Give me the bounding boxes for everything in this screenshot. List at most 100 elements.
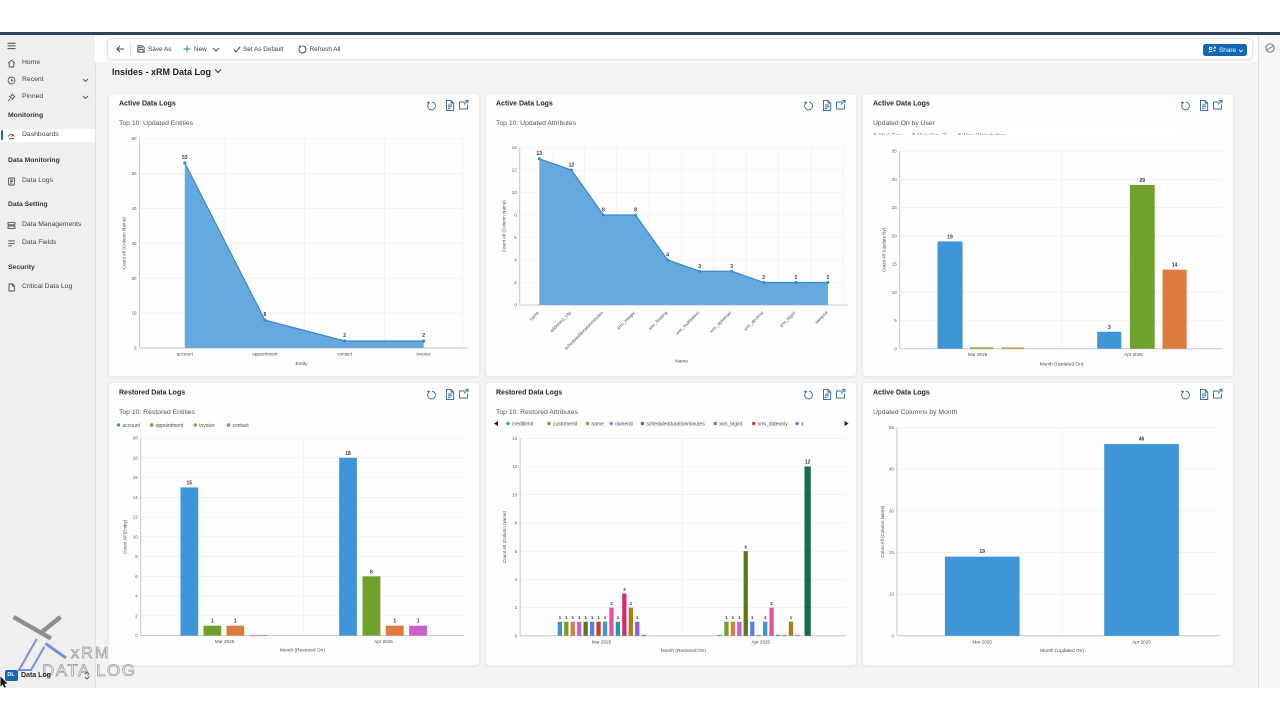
svg-text:Apr 2025: Apr 2025 (374, 639, 393, 644)
svg-text:1: 1 (577, 615, 580, 620)
svg-text:x: x (801, 422, 804, 428)
svg-text:1: 1 (603, 615, 606, 620)
svg-text:address1_city: address1_city (548, 309, 572, 333)
svg-text:appointment: appointment (252, 351, 278, 356)
svg-text:2: 2 (514, 605, 517, 610)
svg-text:8: 8 (514, 212, 517, 217)
svg-text:1: 1 (636, 615, 639, 620)
svg-text:10: 10 (512, 492, 517, 497)
svg-text:Top 10: Restored Entities: Top 10: Restored Entities (119, 409, 196, 416)
svg-text:3: 3 (623, 587, 626, 592)
svg-text:1: 1 (763, 615, 766, 620)
svg-text:14: 14 (511, 145, 516, 150)
svg-text:Apr 2025: Apr 2025 (1132, 639, 1151, 644)
svg-text:12: 12 (568, 162, 574, 168)
svg-text:Entity: Entity (295, 361, 308, 367)
svg-text:19: 19 (947, 234, 953, 240)
svg-text:15: 15 (891, 261, 896, 266)
svg-text:Apr 2025: Apr 2025 (751, 639, 770, 644)
svg-text:scheduleddurationminutes: scheduleddurationminutes (646, 422, 705, 428)
svg-text:name: name (528, 309, 540, 321)
svg-text:1: 1 (393, 619, 396, 625)
svg-text:30: 30 (891, 176, 896, 181)
svg-text:20: 20 (131, 275, 136, 280)
svg-text:Restored Data Logs: Restored Data Logs (119, 390, 185, 397)
svg-text:8: 8 (135, 554, 138, 559)
svg-text:Restored Data Logs: Restored Data Logs (496, 390, 562, 397)
svg-text:12: 12 (512, 464, 517, 469)
svg-text:8: 8 (602, 207, 605, 213)
svg-text:1: 1 (584, 615, 587, 620)
svg-text:50: 50 (889, 425, 894, 430)
svg-text:2: 2 (794, 275, 797, 281)
svg-text:Month (Updated On): Month (Updated On) (1039, 361, 1083, 367)
svg-text:10: 10 (891, 289, 896, 294)
svg-text:4: 4 (514, 257, 517, 262)
svg-text:8: 8 (514, 521, 517, 526)
svg-text:4: 4 (135, 594, 138, 599)
svg-text:50: 50 (131, 171, 136, 176)
svg-text:Name: Name (675, 358, 688, 364)
svg-text:Count All (Entity): Count All (Entity) (122, 519, 127, 554)
svg-text:Active Data Logs: Active Data Logs (873, 100, 930, 107)
svg-text:1: 1 (558, 615, 561, 620)
svg-text:xrm_bigint: xrm_bigint (778, 309, 797, 328)
svg-text:20: 20 (132, 436, 137, 441)
svg-text:1: 1 (738, 615, 741, 620)
svg-text:6: 6 (744, 545, 747, 550)
svg-text:Mary Winterbottom: Mary Winterbottom (963, 133, 1005, 139)
svg-text:Top 10: Restored Attributes: Top 10: Restored Attributes (496, 409, 579, 416)
svg-text:53: 53 (182, 154, 188, 160)
svg-text:Count All (Column Name): Count All (Column Name) (502, 511, 507, 564)
svg-text:0: 0 (514, 302, 517, 307)
svg-text:xrm_optionset: xrm_optionset (708, 309, 732, 333)
svg-text:Active Data Logs: Active Data Logs (496, 100, 553, 107)
svg-text:Mar 2025: Mar 2025 (967, 352, 987, 357)
svg-text:Mark Gray (S: Mark Gray (S (917, 133, 947, 139)
svg-text:Month (Restored On): Month (Restored On) (660, 648, 705, 654)
svg-text:xrm_decimal: xrm_decimal (742, 310, 764, 332)
svg-text:Mar 2025: Mar 2025 (972, 639, 992, 644)
svg-text:10: 10 (889, 592, 894, 597)
svg-text:xrm_multiselect: xrm_multiselect (674, 309, 700, 335)
svg-text:15: 15 (186, 480, 192, 486)
svg-text:0: 0 (134, 345, 137, 350)
svg-text:13: 13 (536, 151, 542, 157)
svg-text:16: 16 (132, 475, 137, 480)
svg-text:DATA LOG: DATA LOG (42, 661, 137, 680)
svg-text:20: 20 (891, 233, 896, 238)
svg-text:12: 12 (804, 460, 810, 466)
svg-text:2: 2 (610, 601, 613, 606)
svg-text:Mar 2025: Mar 2025 (214, 639, 234, 644)
svg-text:Active Data Logs: Active Data Logs (873, 390, 930, 397)
svg-text:0: 0 (894, 346, 897, 351)
svg-text:60: 60 (131, 136, 136, 141)
svg-text:1: 1 (416, 619, 419, 625)
svg-text:customerid: customerid (553, 422, 578, 428)
svg-text:2: 2 (514, 280, 517, 285)
svg-text:Apr 2025: Apr 2025 (1124, 352, 1143, 357)
svg-text:20: 20 (889, 550, 894, 555)
svg-text:0: 0 (891, 633, 894, 638)
svg-text:30: 30 (131, 240, 136, 245)
svg-text:xrm_floating: xrm_floating (647, 309, 668, 330)
svg-text:name: name (591, 422, 604, 428)
svg-text:10: 10 (132, 534, 137, 539)
svg-text:14: 14 (512, 436, 517, 441)
svg-text:Count All (Column Name): Count All (Column Name) (501, 199, 506, 252)
svg-text:18: 18 (132, 455, 137, 460)
svg-text:0: 0 (514, 633, 517, 638)
svg-text:Month (Restored On): Month (Restored On) (279, 648, 324, 654)
svg-text:1: 1 (597, 615, 600, 620)
svg-text:18: 18 (345, 451, 351, 457)
svg-text:1: 1 (616, 615, 619, 620)
svg-text:1: 1 (789, 615, 792, 620)
svg-text:Updated Columns by Month: Updated Columns by Month (873, 409, 957, 416)
svg-text:ownerid: ownerid (813, 309, 828, 324)
svg-text:Count All (Column Name): Count All (Column Name) (121, 216, 126, 269)
svg-text:contact: contact (232, 423, 249, 429)
svg-text:Month (Updated On): Month (Updated On) (1040, 648, 1084, 654)
svg-text:1: 1 (731, 615, 734, 620)
svg-text:2: 2 (422, 333, 425, 339)
svg-text:6: 6 (514, 549, 517, 554)
